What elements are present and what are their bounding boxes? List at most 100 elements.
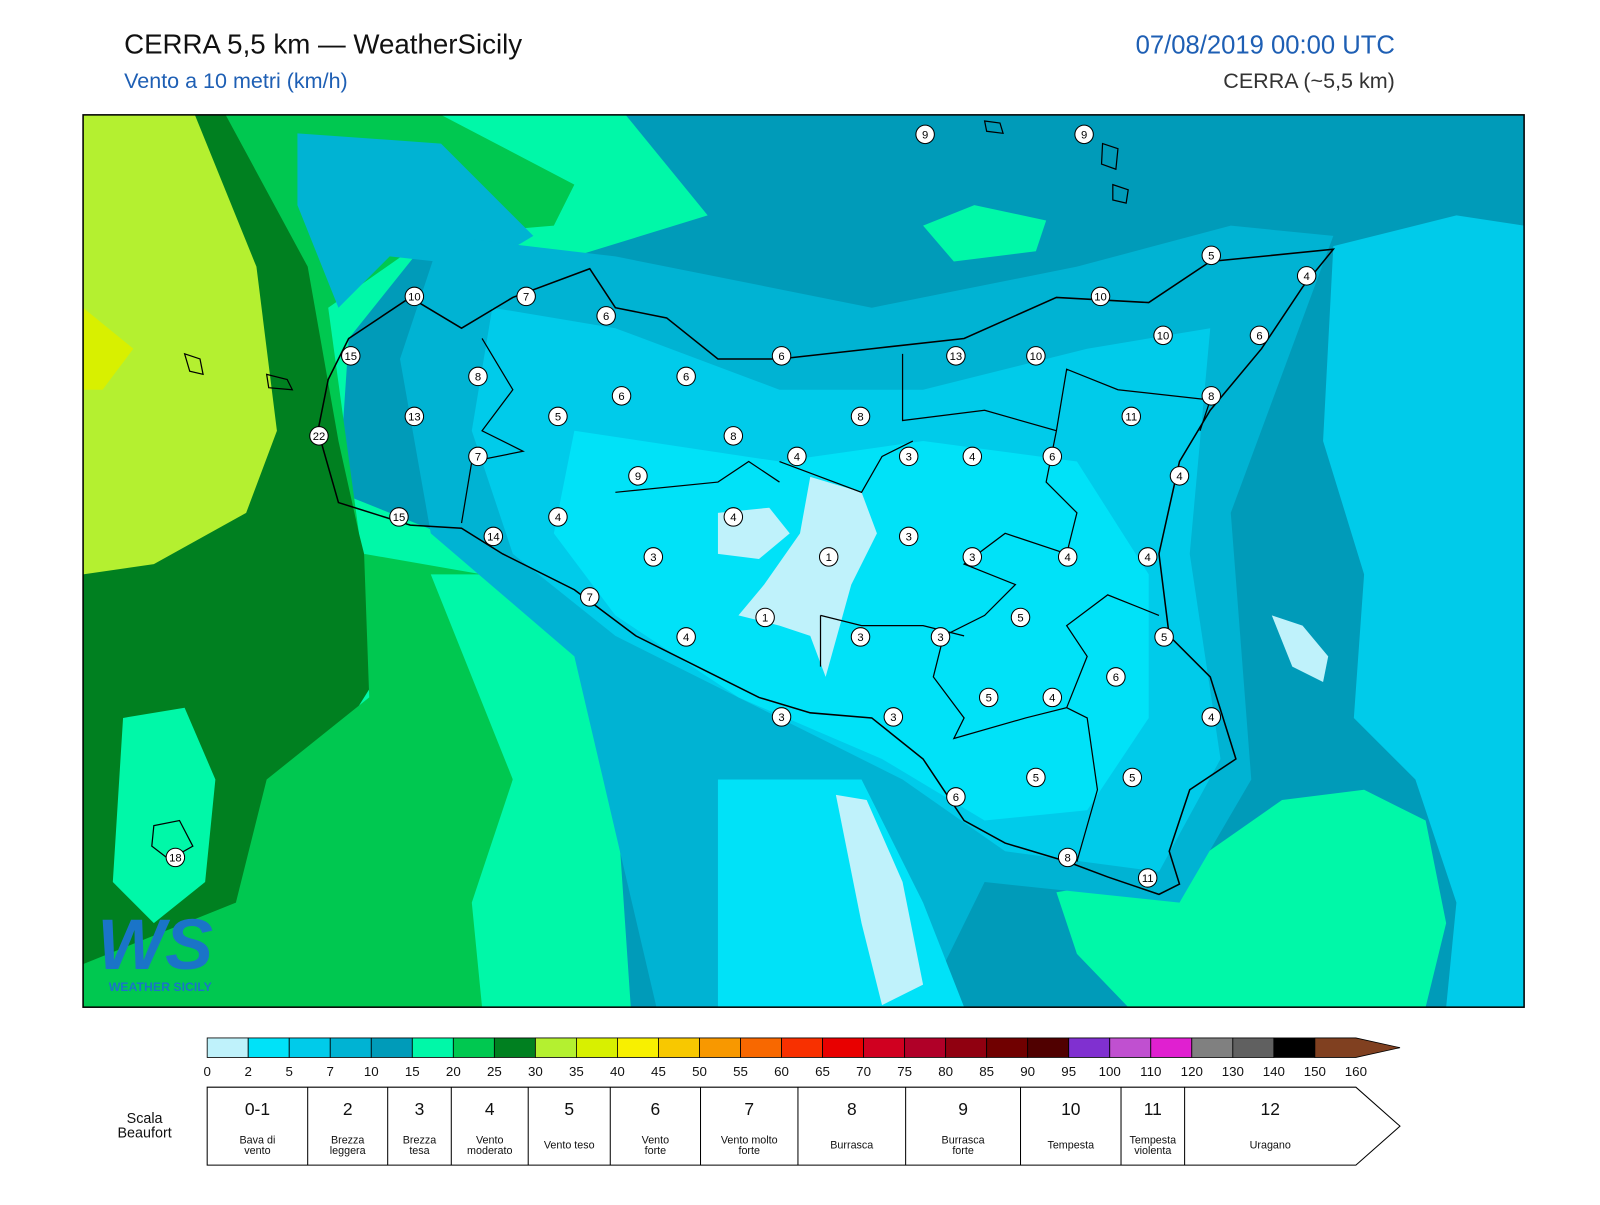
colorbar-tick-label: 75 bbox=[897, 1064, 912, 1079]
station-value: 5 bbox=[1208, 250, 1214, 262]
colorbar-tick-label: 85 bbox=[979, 1064, 994, 1079]
station-marker bbox=[1042, 687, 1063, 708]
station: 22 bbox=[309, 426, 329, 446]
station-value: 5 bbox=[1161, 632, 1167, 644]
beaufort-name: Brezza bbox=[331, 1135, 364, 1147]
colorbar-tick-label: 2 bbox=[244, 1064, 251, 1079]
station-value: 5 bbox=[1129, 773, 1135, 785]
station: 1 bbox=[755, 607, 775, 628]
station-value: 3 bbox=[890, 712, 896, 724]
colorbar-segment bbox=[945, 1037, 988, 1058]
colorbar-segment bbox=[822, 1037, 864, 1058]
beaufort-name: Tempesta bbox=[1130, 1135, 1177, 1147]
station-value: 4 bbox=[1145, 552, 1151, 564]
station: 13 bbox=[404, 406, 425, 427]
station-marker bbox=[643, 547, 664, 567]
station-value: 5 bbox=[986, 693, 992, 705]
station: 3 bbox=[898, 446, 919, 467]
station: 4 bbox=[548, 507, 568, 527]
colorbar-segment bbox=[534, 1037, 577, 1058]
station: 10 bbox=[1090, 286, 1111, 307]
beaufort-force: 4 bbox=[485, 1099, 495, 1119]
station-marker bbox=[1154, 627, 1174, 647]
beaufort-name: Tempesta bbox=[1047, 1140, 1094, 1152]
colorbar-segment bbox=[904, 1037, 947, 1058]
station-value: 5 bbox=[1017, 613, 1023, 625]
station: 18 bbox=[165, 847, 186, 868]
station-marker bbox=[898, 446, 919, 467]
beaufort-force: 8 bbox=[847, 1099, 857, 1119]
colorbar-segment bbox=[206, 1037, 249, 1058]
colorbar-segment bbox=[1109, 1037, 1152, 1058]
station-marker bbox=[1201, 386, 1222, 406]
station-value: 4 bbox=[1304, 271, 1310, 283]
beaufort-force: 12 bbox=[1261, 1099, 1280, 1119]
station-value: 9 bbox=[635, 471, 641, 483]
colorbar-segment bbox=[1150, 1037, 1193, 1058]
station-marker bbox=[1296, 266, 1317, 286]
station: 4 bbox=[787, 446, 807, 467]
station: 5 bbox=[1122, 767, 1143, 788]
station-value: 8 bbox=[475, 372, 481, 384]
datetime: 07/08/2019 00:00 UTC bbox=[1136, 31, 1395, 59]
station-value: 8 bbox=[857, 412, 863, 424]
colorbar-tick-label: 95 bbox=[1061, 1064, 1076, 1079]
station-marker bbox=[1106, 667, 1126, 687]
station-value: 6 bbox=[618, 391, 624, 403]
station-value: 5 bbox=[555, 412, 561, 424]
station: 5 bbox=[978, 687, 999, 708]
beaufort-name: Vento bbox=[476, 1135, 504, 1147]
station-marker bbox=[883, 707, 904, 727]
colorbar-tick-label: 90 bbox=[1020, 1064, 1035, 1079]
station: 11 bbox=[1137, 868, 1158, 888]
beaufort-name: Vento molto bbox=[721, 1135, 778, 1147]
station-value: 3 bbox=[857, 632, 863, 644]
station-value: 4 bbox=[969, 452, 975, 464]
logo-name: WEATHER SICILY bbox=[109, 980, 212, 994]
logo-mark: WS bbox=[97, 905, 213, 985]
station: 6 bbox=[771, 346, 792, 366]
station-marker bbox=[676, 366, 696, 387]
beaufort-force: 6 bbox=[651, 1099, 661, 1119]
station-marker bbox=[962, 446, 983, 467]
beaufort-name: forte bbox=[645, 1145, 667, 1157]
station-value: 4 bbox=[1049, 693, 1055, 705]
station: 6 bbox=[1249, 325, 1270, 346]
beaufort-label: Beaufort bbox=[117, 1125, 171, 1141]
colorbar-segment bbox=[1232, 1037, 1275, 1058]
subtitle: Vento a 10 metri (km/h) bbox=[124, 69, 348, 93]
colorbar-tick-label: 40 bbox=[610, 1064, 625, 1079]
station-marker bbox=[946, 346, 966, 366]
station-value: 4 bbox=[1065, 552, 1071, 564]
station: 5 bbox=[1010, 607, 1031, 628]
station-value: 10 bbox=[408, 292, 421, 304]
beaufort-name: Uragano bbox=[1250, 1140, 1291, 1152]
station-marker bbox=[1249, 325, 1270, 346]
beaufort-name: vento bbox=[244, 1145, 270, 1157]
station-marker bbox=[850, 627, 871, 647]
station: 5 bbox=[1201, 245, 1222, 266]
station-marker bbox=[1026, 767, 1046, 788]
beaufort-name: violenta bbox=[1134, 1145, 1171, 1157]
station-marker bbox=[771, 346, 792, 366]
station-value: 9 bbox=[922, 129, 928, 141]
station-marker bbox=[628, 466, 648, 486]
station-marker bbox=[818, 547, 839, 567]
station-value: 13 bbox=[408, 412, 421, 424]
colorbar-tick-label: 35 bbox=[569, 1064, 584, 1079]
colorbar-segment bbox=[1191, 1037, 1234, 1058]
station: 9 bbox=[915, 124, 935, 145]
beaufort-name: leggera bbox=[330, 1145, 366, 1157]
map-frame bbox=[82, 114, 1525, 1008]
station-value: 11 bbox=[1142, 873, 1154, 885]
station-value: 4 bbox=[555, 512, 561, 524]
colorbar-tick-label: 130 bbox=[1222, 1064, 1244, 1079]
station-marker bbox=[1201, 707, 1222, 727]
station-marker bbox=[850, 406, 871, 427]
station-marker bbox=[548, 507, 568, 527]
station-value: 1 bbox=[826, 552, 832, 564]
station-marker bbox=[468, 366, 488, 387]
station-value: 3 bbox=[969, 552, 975, 564]
station-marker bbox=[755, 607, 775, 628]
